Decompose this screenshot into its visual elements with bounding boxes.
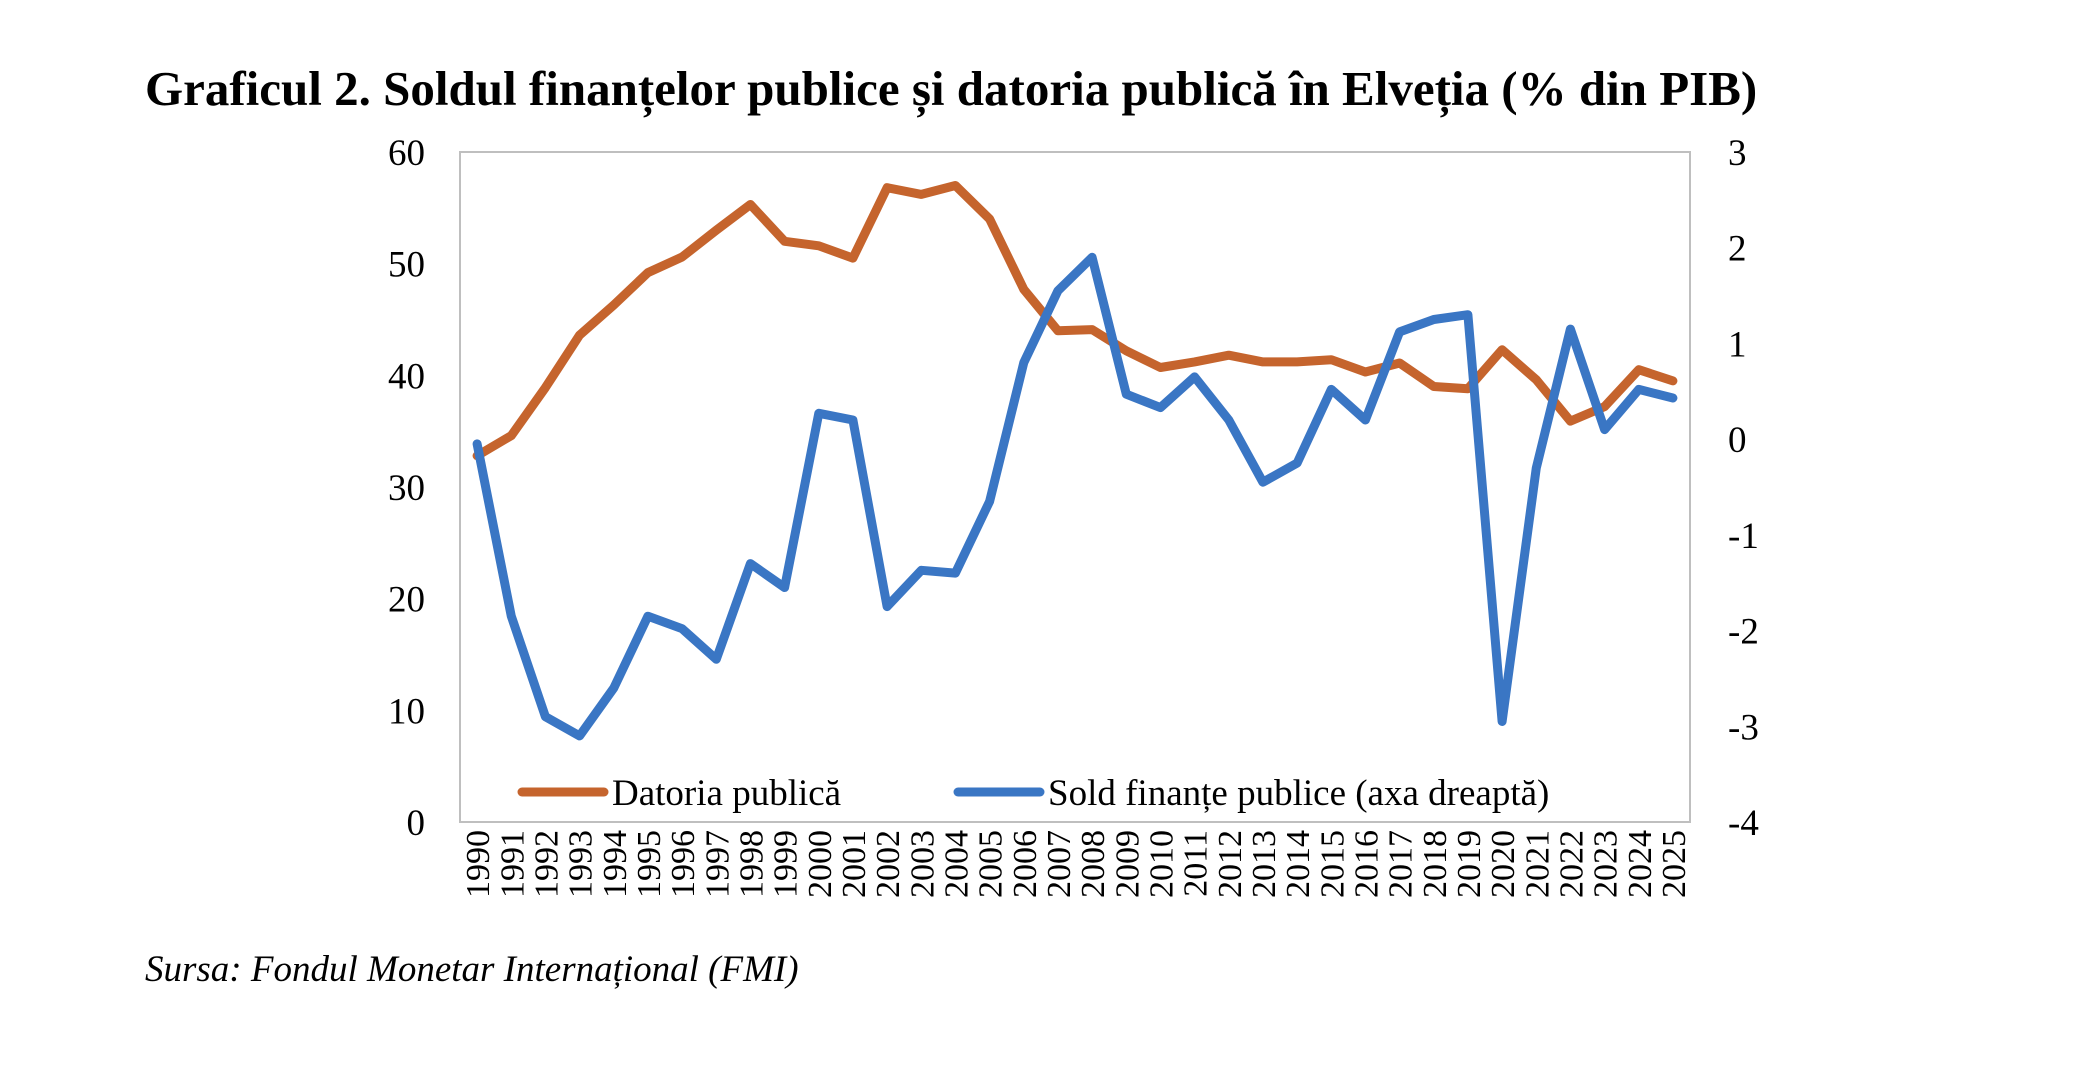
left-tick-label: 10 bbox=[388, 691, 425, 732]
x-tick-label: 2022 bbox=[1553, 830, 1590, 898]
x-tick-label: 2006 bbox=[1007, 830, 1044, 898]
x-axis-ticks: 1990199119921993199419951996199719981999… bbox=[460, 830, 1693, 898]
left-tick-label: 20 bbox=[388, 580, 425, 621]
right-tick-label: 1 bbox=[1728, 324, 1747, 365]
right-tick-label: -1 bbox=[1728, 516, 1759, 557]
x-tick-label: 2018 bbox=[1417, 830, 1454, 898]
x-tick-label: 2005 bbox=[973, 830, 1010, 898]
series-line-sold bbox=[472, 252, 1678, 741]
x-tick-label: 1993 bbox=[563, 830, 600, 898]
x-tick-label: 1991 bbox=[494, 830, 531, 898]
left-tick-label: 0 bbox=[407, 803, 426, 844]
x-tick-label: 2017 bbox=[1383, 830, 1420, 898]
chart-source: Sursa: Fondul Monetar Internațional (FMI… bbox=[145, 949, 799, 990]
x-tick-label: 2004 bbox=[938, 830, 975, 898]
x-tick-label: 1990 bbox=[460, 830, 497, 898]
left-axis-ticks: 60 50 40 30 20 10 0 bbox=[388, 133, 425, 844]
x-tick-label: 1995 bbox=[631, 830, 668, 898]
x-tick-label: 2024 bbox=[1622, 830, 1659, 898]
right-tick-label: -2 bbox=[1728, 612, 1759, 653]
right-tick-label: 2 bbox=[1728, 229, 1747, 270]
right-tick-label: 3 bbox=[1728, 133, 1747, 174]
x-tick-label: 2012 bbox=[1212, 830, 1249, 898]
x-tick-label: 2000 bbox=[802, 830, 839, 898]
x-tick-label: 2009 bbox=[1109, 830, 1146, 898]
x-tick-label: 2002 bbox=[870, 830, 907, 898]
x-tick-label: 2010 bbox=[1143, 830, 1180, 898]
chart-title: Graficul 2. Soldul finanțelor publice și… bbox=[145, 61, 1758, 116]
x-tick-label: 2014 bbox=[1280, 830, 1317, 898]
right-tick-label: -3 bbox=[1728, 707, 1759, 748]
plot-area-border bbox=[459, 151, 1691, 823]
right-tick-label: 0 bbox=[1728, 420, 1747, 461]
x-tick-label: 2020 bbox=[1485, 830, 1522, 898]
left-tick-label: 60 bbox=[388, 133, 425, 174]
plot-frame bbox=[459, 151, 1691, 823]
x-tick-label: 2008 bbox=[1075, 830, 1112, 898]
left-tick-label: 50 bbox=[388, 245, 425, 286]
x-tick-label: 2019 bbox=[1451, 830, 1488, 898]
x-tick-label: 2016 bbox=[1348, 830, 1385, 898]
x-tick-label: 2001 bbox=[836, 830, 873, 898]
x-tick-label: 2023 bbox=[1588, 830, 1625, 898]
x-tick-label: 1998 bbox=[733, 830, 770, 898]
left-tick-label: 30 bbox=[388, 468, 425, 509]
x-tick-label: 1999 bbox=[768, 830, 805, 898]
x-tick-label: 2013 bbox=[1246, 830, 1283, 898]
x-tick-label: 2021 bbox=[1519, 830, 1556, 898]
right-tick-label: -4 bbox=[1728, 803, 1759, 844]
legend-label: Datoria publică bbox=[612, 773, 841, 814]
left-tick-label: 40 bbox=[388, 356, 425, 397]
legend-label: Sold finanțe publice (axa dreaptă) bbox=[1048, 773, 1549, 814]
x-tick-label: 1997 bbox=[699, 830, 736, 898]
x-tick-label: 2007 bbox=[1041, 830, 1078, 898]
x-tick-label: 2011 bbox=[1178, 830, 1215, 897]
x-tick-label: 1996 bbox=[665, 830, 702, 898]
right-axis-ticks: 3 2 1 0 -1 -2 -3 -4 bbox=[1728, 133, 1759, 844]
x-tick-label: 2003 bbox=[904, 830, 941, 898]
x-tick-label: 2015 bbox=[1314, 830, 1351, 898]
x-tick-label: 2025 bbox=[1656, 830, 1693, 898]
legend: Datoria publică Sold finanțe publice (axa… bbox=[517, 773, 1549, 814]
series-line-datoria bbox=[472, 181, 1678, 461]
x-tick-label: 1992 bbox=[528, 830, 565, 898]
x-tick-label: 1994 bbox=[597, 830, 634, 898]
series-lines bbox=[472, 181, 1678, 741]
